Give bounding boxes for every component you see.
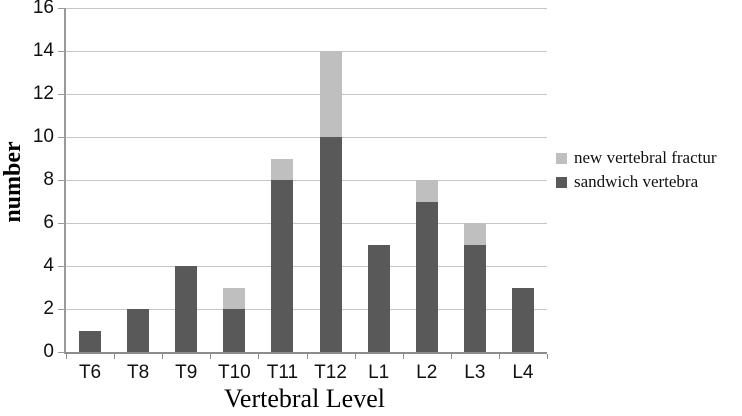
y-tick-label: 10 — [32, 126, 54, 147]
gridline — [66, 309, 547, 310]
bar-segment-L1 — [367, 244, 390, 352]
y-tick-mark — [58, 94, 64, 95]
x-tick-label: T12 — [314, 362, 347, 383]
x-tick-label: T11 — [266, 362, 299, 383]
x-tick-mark — [162, 354, 164, 359]
legend-item: sandwich vertebra — [556, 170, 717, 194]
y-tick-label: 14 — [32, 40, 54, 61]
y-tick-mark — [58, 51, 64, 52]
legend-swatch — [556, 176, 567, 188]
x-tick-mark — [210, 354, 212, 359]
gridline — [66, 137, 547, 138]
x-tick-mark — [306, 354, 308, 359]
bar-segment-T12 — [319, 137, 342, 352]
bar-segment-L3 — [463, 223, 486, 245]
x-tick-label: L3 — [464, 362, 486, 383]
bar-segment-T12 — [319, 51, 342, 137]
y-tick-mark — [58, 266, 64, 267]
gridline — [66, 180, 547, 181]
bar-segment-L2 — [415, 180, 438, 202]
bar-segment-T8 — [127, 309, 150, 352]
y-tick-mark — [58, 8, 64, 9]
y-tick-label: 0 — [43, 341, 54, 362]
y-tick-mark — [58, 309, 64, 310]
legend-label: sandwich vertebra — [574, 172, 699, 191]
y-tick-label: 2 — [43, 298, 54, 319]
x-tick-mark — [450, 354, 452, 359]
bar-segment-L2 — [415, 201, 438, 352]
bar-segment-L4 — [511, 287, 534, 352]
gridline — [66, 223, 547, 224]
gridline — [66, 94, 547, 95]
gridline — [66, 51, 547, 52]
x-tick-label: T10 — [217, 362, 251, 383]
bar-segment-T10 — [223, 287, 246, 309]
bar-segment-L3 — [463, 244, 486, 352]
bar-segment-T10 — [223, 309, 246, 352]
gridline — [66, 266, 547, 267]
y-tick-label: 8 — [43, 169, 54, 190]
bar-segment-T11 — [271, 180, 294, 352]
bar-segment-T11 — [271, 158, 294, 180]
y-tick-mark — [58, 352, 64, 353]
x-tick-label: T8 — [127, 362, 150, 383]
legend-item: new vertebral fractur — [556, 146, 717, 170]
y-tick-mark — [58, 180, 64, 181]
x-tick-label: T6 — [78, 362, 102, 383]
x-tick-mark — [547, 354, 548, 359]
y-tick-label: 16 — [32, 0, 54, 18]
x-tick-mark — [258, 354, 260, 359]
x-tick-mark — [114, 354, 116, 359]
x-axis-title: Vertebral Level — [224, 384, 385, 413]
y-tick-mark — [58, 137, 64, 138]
x-tick-mark — [354, 354, 356, 359]
y-tick-label: 4 — [43, 255, 54, 276]
x-tick-label: L2 — [416, 362, 438, 383]
y-tick-label: 6 — [43, 212, 54, 233]
x-tick-mark — [66, 354, 67, 359]
x-tick-mark — [498, 354, 500, 359]
x-tick-mark — [402, 354, 404, 359]
x-tick-label: L1 — [368, 362, 390, 383]
bar-segment-T9 — [175, 266, 198, 352]
legend-label: new vertebral fractur — [574, 148, 717, 167]
legend-swatch — [556, 152, 567, 164]
gridline — [66, 8, 547, 9]
bar-segment-T6 — [79, 330, 102, 352]
y-tick-label: 12 — [32, 83, 54, 104]
legend: new vertebral fractur sandwich vertebra — [556, 146, 717, 194]
x-tick-label: L4 — [512, 362, 534, 383]
plot-area — [64, 8, 547, 354]
y-tick-mark — [58, 223, 64, 224]
x-tick-label: T9 — [175, 362, 198, 383]
